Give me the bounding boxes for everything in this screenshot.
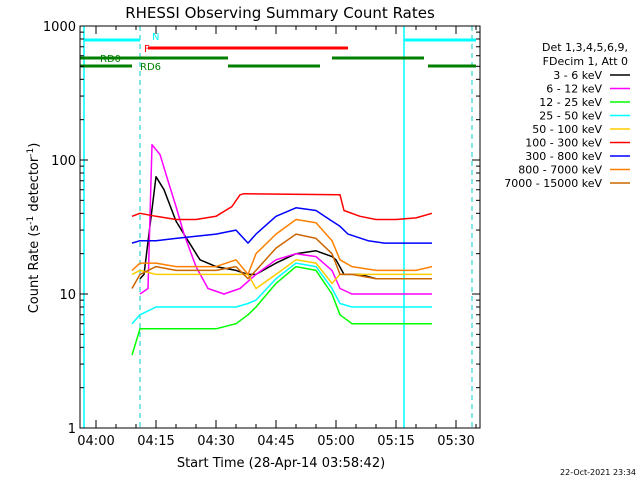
- series-line-6: [131, 192, 433, 221]
- y-axis-label-sup: -1: [26, 216, 36, 225]
- night-flag-label: N: [152, 32, 159, 43]
- legend-label: 3 - 6 keV: [553, 69, 602, 82]
- y-tick-label: 100: [51, 154, 76, 169]
- rd6-flag-label: RD6: [140, 62, 161, 73]
- y-tick-label: 10: [59, 288, 76, 303]
- x-tick-label: 05:00: [317, 434, 354, 449]
- series-line-3: [131, 265, 432, 356]
- x-tick-label: 04:30: [197, 434, 234, 449]
- series-lines: [131, 143, 433, 356]
- legend-label: 7000 - 15000 keV: [504, 177, 602, 190]
- y-axis-label-sup2: -1: [26, 148, 36, 157]
- rd0-flag-label: RD0: [100, 54, 121, 65]
- legend-label: 300 - 800 keV: [525, 150, 602, 163]
- legend-header-line2: FDecim 1, Att 0: [543, 55, 628, 68]
- y-axis-label-end: ): [27, 143, 42, 148]
- observing-flags: NF RD0 RD6: [80, 26, 476, 428]
- legend-label: 50 - 100 keV: [532, 123, 602, 136]
- footer-date: 22-Oct-2021 23:34: [560, 468, 636, 477]
- x-tick-label: 04:15: [137, 434, 174, 449]
- legend-label: 25 - 50 keV: [539, 110, 602, 123]
- flare-flag-label: F: [144, 44, 150, 55]
- legend: Det 1,3,4,5,6,9, FDecim 1, Att 0 3 - 6 k…: [504, 41, 630, 190]
- legend-label: 800 - 7000 keV: [518, 164, 602, 177]
- legend-label: 6 - 12 keV: [546, 83, 602, 96]
- x-axis-label: Start Time (28-Apr-14 03:58:42): [177, 456, 385, 471]
- x-tick-label: 04:00: [77, 434, 114, 449]
- x-tick-label: 05:15: [377, 434, 414, 449]
- axes: 04:00 04:15 04:30 04:45 05:00 05:15 05:30 1 10 10…: [43, 20, 481, 449]
- legend-label: 12 - 25 keV: [539, 96, 602, 109]
- legend-header-line1: Det 1,3,4,5,6,9,: [542, 41, 628, 54]
- series-line-5: [131, 259, 432, 290]
- y-tick-label: 1: [68, 422, 76, 437]
- series-line-9: [131, 233, 432, 289]
- x-tick-label: 04:45: [257, 434, 294, 449]
- series-line-8: [131, 218, 433, 276]
- y-axis-label: Count Rate (s-1 detector-1): [26, 143, 42, 314]
- series-line-7: [131, 207, 432, 244]
- x-tick-label: 05:30: [437, 434, 474, 449]
- series-line-2: [139, 143, 432, 295]
- legend-label: 100 - 300 keV: [525, 137, 602, 150]
- y-axis-label-rest: detector: [27, 156, 42, 216]
- y-tick-label: 1000: [43, 20, 76, 35]
- series-line-4: [131, 262, 432, 325]
- chart-title: RHESSI Observing Summary Count Rates: [125, 4, 435, 22]
- y-axis-label-base: Count Rate (s: [27, 225, 42, 314]
- plot-frame: [79, 25, 481, 429]
